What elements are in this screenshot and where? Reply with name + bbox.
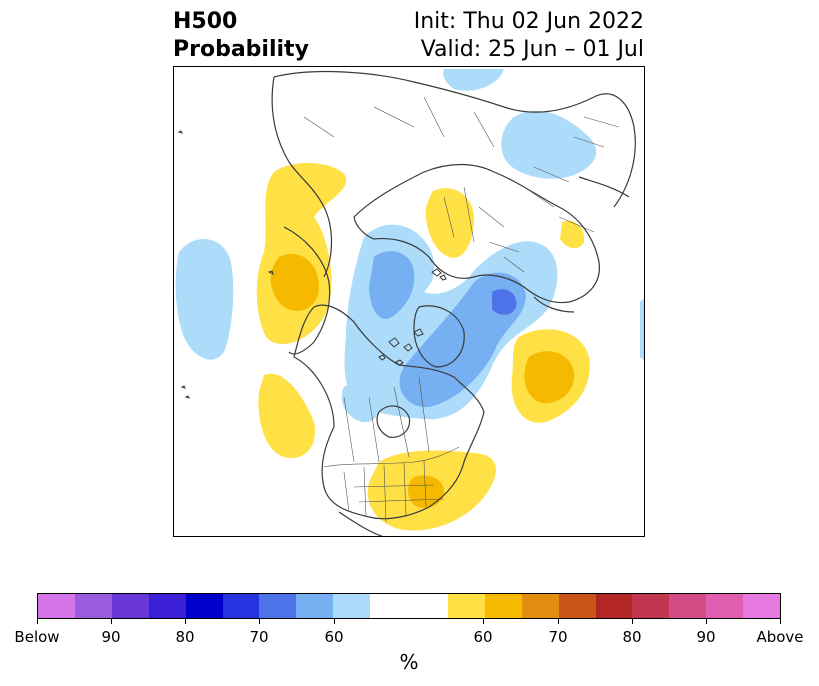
canada-province-lines (343, 376, 430, 463)
below-normal-areas (175, 69, 644, 423)
colorbar-below-segment (296, 594, 334, 618)
colorbar-above-segment (706, 594, 744, 618)
colorbar-tick-mark (258, 619, 260, 624)
map-title: H500 Probability (173, 8, 309, 64)
above-normal-areas (256, 162, 590, 531)
colorbar-tick-mark (557, 619, 559, 624)
svalbard (431, 268, 447, 281)
above-70-atlantic (524, 351, 575, 404)
below-60-siberia-north (501, 110, 597, 179)
probability-map (173, 66, 645, 537)
europe-borders (443, 186, 525, 273)
colorbar-unit: % (399, 650, 419, 674)
colorbar-tick-mark (705, 619, 707, 624)
colorbar-tick-label: 90 (101, 628, 121, 646)
date-info: Init: Thu 02 Jun 2022 Valid: 25 Jun – 01… (414, 8, 644, 64)
islands (177, 130, 447, 399)
title-line-2: Probability (173, 37, 309, 62)
political-borders (303, 96, 620, 523)
colorbar-below-segment (38, 594, 75, 618)
above-60-scandinavia (425, 188, 474, 258)
colorbar-tick-label: Below (14, 628, 60, 646)
hudson-bay-outline (376, 405, 411, 438)
colorbar-tick-mark (333, 619, 335, 624)
greenland-outline (413, 305, 465, 368)
colorbar-above-segment (743, 594, 781, 618)
colorbar-below-segment (259, 594, 297, 618)
below-80-barents (492, 289, 517, 315)
central-america-outline (338, 511, 384, 536)
us-state-lines (343, 460, 445, 523)
below-70-arctic (369, 251, 415, 319)
init-date: Init: Thu 02 Jun 2022 (413, 9, 644, 34)
colorbar-tick-label: Above (756, 628, 804, 646)
map-canvas (175, 69, 644, 536)
alaska-outline (283, 226, 331, 355)
colorbar-tick-mark (184, 619, 186, 624)
asia-borders (523, 116, 620, 233)
colorbar-below-segment (148, 594, 186, 618)
colorbar-below-segment (333, 594, 371, 618)
above-60-siberia-east (256, 162, 347, 345)
colorbar-above-segment (632, 594, 670, 618)
siberia-east-outline (271, 70, 636, 278)
colorbar-tick-label: 90 (696, 628, 716, 646)
above-60-caspian (560, 220, 585, 249)
colorbar-neutral-segment (370, 594, 448, 618)
below-60-top (443, 69, 504, 91)
colorbar-below-segment (185, 594, 223, 618)
colorbar-tick-mark (779, 619, 781, 624)
north-america-outline (293, 304, 485, 520)
colorbar-tick-mark (110, 619, 112, 624)
colorbar-tick-mark (631, 619, 633, 624)
coastlines (271, 70, 636, 536)
pacific-islands (177, 130, 274, 399)
colorbar-below-segment (74, 594, 112, 618)
below-60-right-edge (640, 298, 644, 361)
us-canada-border (323, 446, 460, 468)
colorbar-tick-mark (36, 619, 38, 624)
colorbar-tick-label: 70 (249, 628, 269, 646)
colorbar-above-segment (558, 594, 596, 618)
colorbar-tick-label: 60 (473, 628, 493, 646)
colorbar-tick-label: 70 (548, 628, 568, 646)
colorbar-below-segment (222, 594, 260, 618)
canadian-archipelago (378, 328, 424, 366)
above-70-siberia-east (270, 253, 319, 311)
russia-borders (303, 96, 495, 148)
colorbar-tick-label: 80 (622, 628, 642, 646)
title-line-1: H500 (173, 9, 238, 34)
colorbar (37, 593, 781, 619)
eurasia-outline (353, 163, 600, 304)
colorbar-below-segment (111, 594, 149, 618)
above-60-pacific (258, 373, 315, 458)
colorbar-above-segment (669, 594, 707, 618)
colorbar-above-segment (447, 594, 485, 618)
colorbar-tick-mark (482, 619, 484, 624)
colorbar-tick-label: 60 (324, 628, 344, 646)
colorbar-above-segment (595, 594, 633, 618)
below-60-siberia-west-pacific (175, 239, 234, 360)
valid-period: Valid: 25 Jun – 01 Jul (420, 37, 644, 62)
mediterranean-outline (533, 176, 630, 313)
colorbar-above-segment (521, 594, 559, 618)
below-60-hudson-west (341, 383, 379, 423)
colorbar-tick-label: 80 (175, 628, 195, 646)
colorbar-above-segment (484, 594, 522, 618)
